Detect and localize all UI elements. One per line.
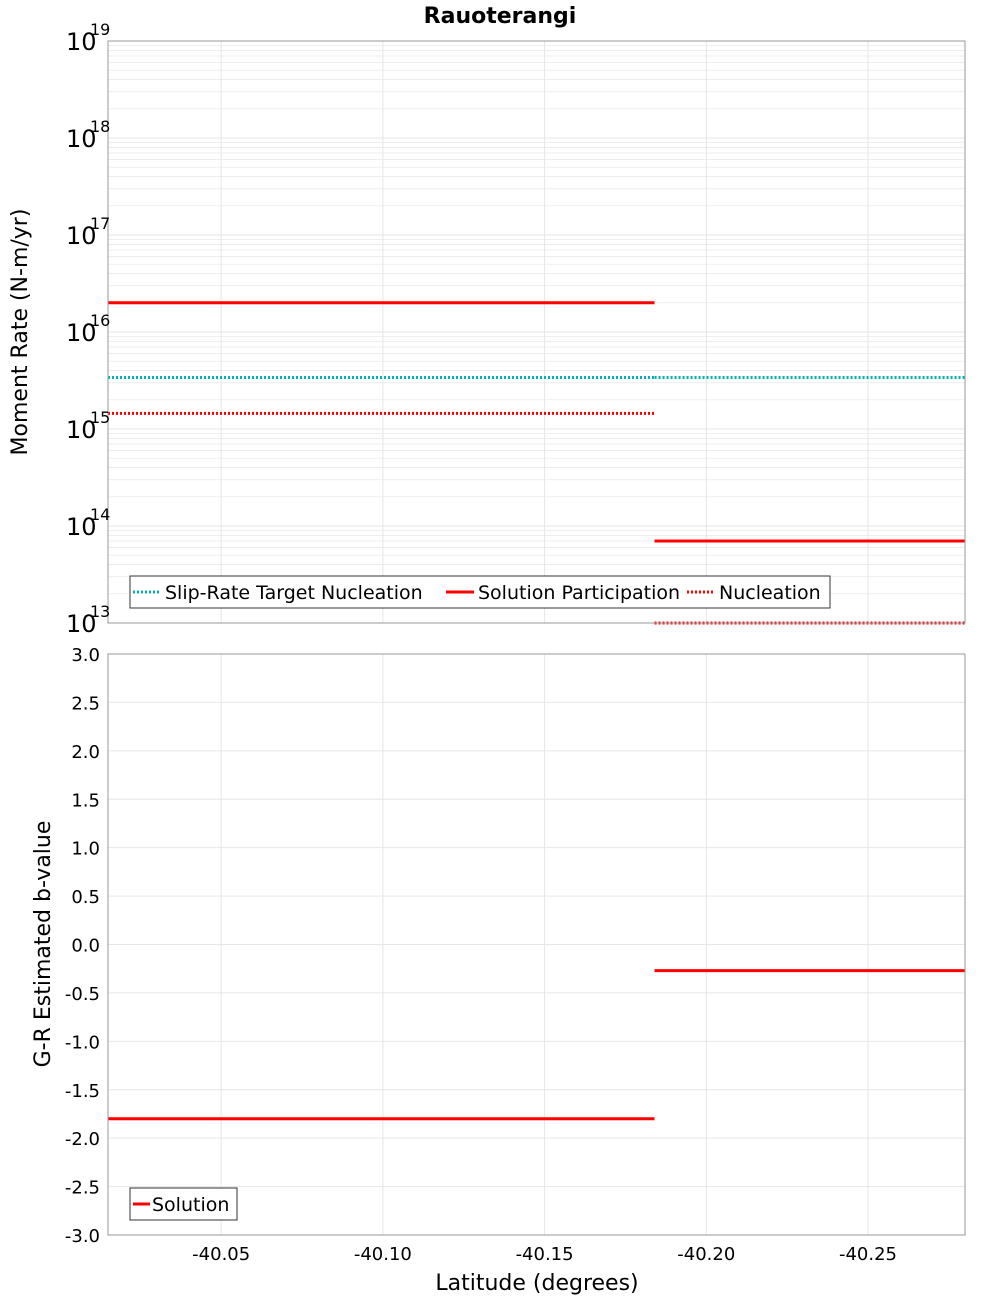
y-tick-exponent: 15 [90, 408, 110, 427]
b-value-y-tick-label: 1.0 [71, 839, 100, 860]
y-tick-base: 10 [66, 513, 97, 541]
y-tick-base: 10 [66, 319, 97, 347]
x-tick-label: -40.05 [192, 1244, 250, 1265]
y-tick-exponent: 17 [90, 214, 110, 233]
b-value-series [108, 969, 965, 1121]
moment-rate-y-axis-label: Moment Rate (N-m/yr) [8, 209, 33, 456]
b-value-legend: Solution [129, 1187, 238, 1221]
b-value-y-tick-label: -1.0 [65, 1032, 100, 1053]
b-value-y-tick-label: -2.0 [65, 1129, 100, 1150]
legend-item: Solution [133, 1194, 229, 1216]
x-axis-label: Latitude (degrees) [435, 1271, 638, 1296]
legend-box [129, 575, 831, 609]
x-tick-label: -40.20 [677, 1244, 735, 1265]
legend-label: Solution Participation [478, 582, 680, 604]
b-value-y-tick-label: -1.5 [65, 1081, 100, 1102]
chart-title: Rauoterangi [424, 4, 577, 29]
b-value-grid [108, 653, 965, 1236]
x-tick-label: -40.15 [516, 1244, 574, 1265]
legend-label: Slip-Rate Target Nucleation [165, 582, 423, 604]
moment-rate-grid [108, 41, 965, 624]
x-axis-ticks: -40.05 -40.10 -40.15 -40.20 -40.25 [192, 1244, 897, 1265]
x-tick-label: -40.25 [839, 1244, 897, 1265]
moment-rate-legend: Slip-Rate Target Nucleation Solution Part… [129, 575, 831, 609]
y-tick-base: 10 [66, 416, 97, 444]
b-value-y-tick-label: 3.0 [71, 645, 100, 666]
b-value-y-tick-label: -3.0 [65, 1226, 100, 1247]
y-tick-exponent: 16 [90, 311, 110, 330]
legend-item: Slip-Rate Target Nucleation [133, 582, 423, 604]
b-value-y-ticks: 3.0 2.5 2.0 1.5 1.0 0.5 0.0 -0.5 -1.0 -1.5 -2.0 -2.… [65, 645, 100, 1247]
b-value-y-tick-label: 0.5 [71, 887, 100, 908]
y-tick-base: 10 [66, 28, 97, 56]
b-value-y-tick-label: 2.5 [71, 693, 100, 714]
b-value-y-tick-label: 0.0 [71, 936, 100, 957]
y-tick-exponent: 18 [90, 117, 110, 136]
y-tick-base: 10 [66, 125, 97, 153]
moment-rate-frame [107, 40, 966, 624]
b-value-panel: 3.0 2.5 2.0 1.5 1.0 0.5 0.0 -0.5 -1.0 -1.5 -2.0 -2.… [31, 645, 966, 1296]
y-tick-base: 10 [66, 610, 97, 638]
b-value-y-tick-label: -0.5 [65, 984, 100, 1005]
legend-label: Solution [152, 1194, 229, 1216]
x-tick-label: -40.10 [354, 1244, 412, 1265]
b-value-frame [107, 653, 966, 1236]
y-tick-exponent: 13 [90, 602, 110, 621]
moment-rate-series [108, 301, 965, 625]
legend-item: Solution Participation [446, 582, 680, 604]
y-tick-exponent: 19 [90, 20, 110, 39]
legend-item: Nucleation [687, 582, 821, 604]
b-value-y-tick-label: -2.5 [65, 1178, 100, 1199]
legend-label: Nucleation [719, 582, 821, 604]
b-value-y-tick-label: 2.0 [71, 742, 100, 763]
b-value-y-axis-label: G-R Estimated b-value [31, 821, 56, 1068]
y-tick-base: 10 [66, 222, 97, 250]
b-value-y-tick-label: 1.5 [71, 790, 100, 811]
y-tick-exponent: 14 [90, 505, 110, 524]
